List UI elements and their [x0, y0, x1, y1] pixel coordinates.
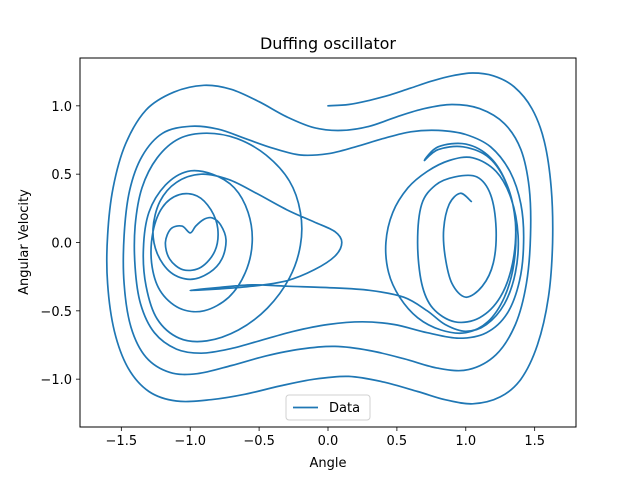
y-tick-label: −1.0	[40, 373, 72, 388]
x-axis-label: Angle	[310, 456, 347, 471]
x-tick-label: 0.5	[387, 434, 408, 449]
x-tick-label: 0.0	[318, 434, 339, 449]
chart-title: Duffing oscillator	[260, 34, 396, 53]
series-line-data	[105, 72, 554, 405]
legend: Data	[285, 394, 371, 421]
series-layer	[105, 72, 554, 405]
x-tick-label: −1.5	[106, 434, 138, 449]
legend-box	[285, 394, 371, 421]
legend-label-data: Data	[329, 401, 360, 416]
x-tick-label: −0.5	[243, 434, 275, 449]
x-tick-label: −1.0	[174, 434, 206, 449]
y-axis: −1.0 −0.5 0.0 0.5 1.0	[40, 100, 80, 388]
x-axis: −1.5 −1.0 −0.5 0.0 0.5 1.0 1.5	[106, 427, 545, 449]
y-axis-label: Angular Velocity	[17, 189, 32, 295]
y-tick-label: 0.0	[51, 237, 72, 252]
y-tick-label: −0.5	[40, 305, 72, 320]
x-tick-label: 1.5	[524, 434, 545, 449]
y-tick-label: 0.5	[51, 168, 72, 183]
y-tick-label: 1.0	[51, 100, 72, 115]
x-tick-label: 1.0	[455, 434, 476, 449]
